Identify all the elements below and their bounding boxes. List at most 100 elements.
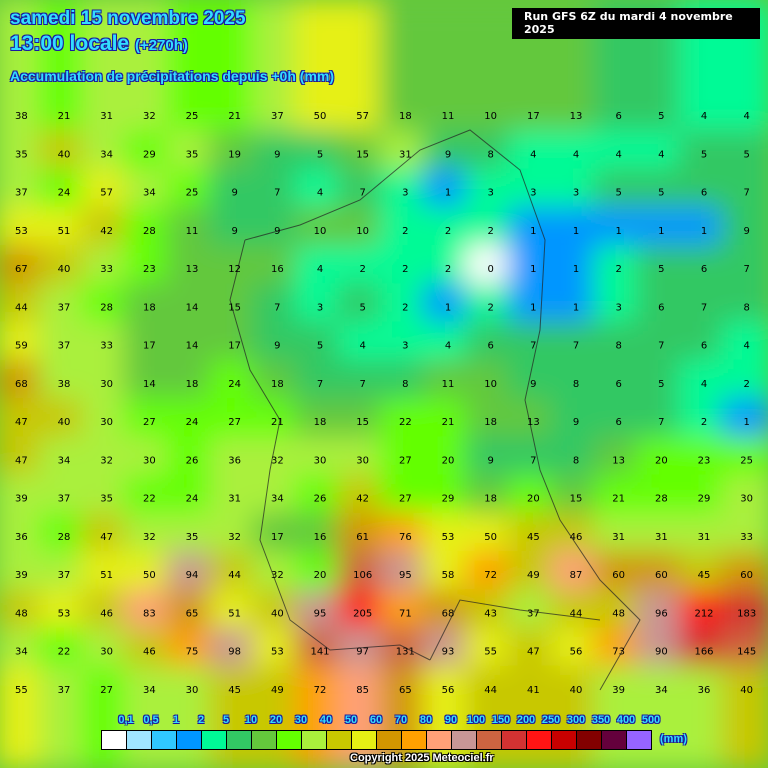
precip-cell — [593, 665, 644, 768]
precip-value: 5 — [701, 149, 707, 160]
precip-value: 5 — [317, 149, 323, 160]
precip-value: 35 — [186, 149, 199, 160]
precip-value: 60 — [655, 570, 668, 581]
precip-value: 37 — [15, 188, 28, 199]
precip-cell — [337, 665, 388, 768]
color-legend — [101, 730, 652, 750]
model-run-label: Run GFS 6Z du mardi 4 novembre 2025 — [512, 8, 760, 39]
precip-value: 33 — [100, 264, 113, 275]
precip-value: 95 — [314, 608, 327, 619]
precip-value: 9 — [487, 455, 493, 466]
precip-value: 6 — [615, 379, 621, 390]
precip-value: 53 — [271, 647, 284, 658]
legend-swatch — [627, 731, 651, 749]
precip-value: 8 — [615, 341, 621, 352]
precip-value: 33 — [740, 532, 753, 543]
precip-value: 35 — [100, 494, 113, 505]
precip-value: 7 — [359, 379, 365, 390]
precip-value: 32 — [143, 532, 156, 543]
precip-value: 5 — [658, 379, 664, 390]
precip-value: 51 — [100, 570, 113, 581]
precip-value: 46 — [143, 647, 156, 658]
precip-value: 98 — [228, 647, 241, 658]
precip-value: 38 — [58, 379, 71, 390]
precip-value: 1 — [530, 226, 536, 237]
precip-value: 36 — [15, 532, 28, 543]
precip-value: 61 — [356, 532, 369, 543]
precip-value: 28 — [58, 532, 71, 543]
precip-value: 18 — [484, 417, 497, 428]
precip-value: 30 — [186, 685, 199, 696]
precip-value: 25 — [186, 188, 199, 199]
legend-label: 40 — [319, 714, 333, 726]
precip-value: 9 — [274, 226, 280, 237]
precip-value: 46 — [100, 608, 113, 619]
precip-value: 2 — [487, 226, 493, 237]
precip-value: 72 — [314, 685, 327, 696]
precip-value: 40 — [740, 685, 753, 696]
precip-value: 37 — [271, 111, 284, 122]
precip-value: 8 — [402, 379, 408, 390]
precip-value: 26 — [314, 494, 327, 505]
precip-value: 145 — [737, 647, 756, 658]
precip-value: 2 — [359, 264, 365, 275]
precip-value: 39 — [15, 494, 28, 505]
precip-value: 20 — [314, 570, 327, 581]
precip-value: 13 — [527, 417, 540, 428]
precip-value: 37 — [58, 494, 71, 505]
legend-label: 1 — [172, 714, 180, 726]
precip-value: 58 — [442, 570, 455, 581]
precip-value: 1 — [573, 302, 579, 313]
precip-value: 93 — [442, 647, 455, 658]
precip-value: 37 — [58, 302, 71, 313]
precip-value: 40 — [58, 417, 71, 428]
precip-value: 50 — [143, 570, 156, 581]
precip-cell — [209, 665, 260, 768]
precip-value: 4 — [615, 149, 621, 160]
precip-value: 2 — [402, 302, 408, 313]
precip-value: 60 — [740, 570, 753, 581]
precip-value: 59 — [15, 341, 28, 352]
precip-value: 18 — [314, 417, 327, 428]
precip-value: 30 — [100, 647, 113, 658]
precip-value: 37 — [58, 685, 71, 696]
precip-value: 22 — [399, 417, 412, 428]
precip-value: 53 — [442, 532, 455, 543]
precip-value: 9 — [231, 226, 237, 237]
precip-value: 2 — [402, 226, 408, 237]
precip-value: 2 — [743, 379, 749, 390]
precip-value: 50 — [484, 532, 497, 543]
precip-cell — [294, 665, 346, 768]
precip-value: 45 — [698, 570, 711, 581]
precip-value: 9 — [231, 188, 237, 199]
precip-value: 15 — [356, 417, 369, 428]
precip-value: 9 — [573, 417, 579, 428]
precip-value: 29 — [698, 494, 711, 505]
legend-swatch — [102, 731, 127, 749]
precip-value: 75 — [186, 647, 199, 658]
legend-label: 50 — [344, 714, 358, 726]
precip-value: 30 — [740, 494, 753, 505]
precip-value: 13 — [570, 111, 583, 122]
precip-value: 11 — [442, 111, 455, 122]
precip-value: 7 — [274, 188, 280, 199]
precip-value: 24 — [186, 417, 199, 428]
precip-value: 34 — [58, 455, 71, 466]
precip-value: 32 — [143, 111, 156, 122]
precip-value: 34 — [655, 685, 668, 696]
legend-label: 100 — [466, 714, 486, 726]
precip-value: 7 — [573, 341, 579, 352]
precip-value: 37 — [527, 608, 540, 619]
precip-value: 1 — [615, 226, 621, 237]
precip-value: 18 — [399, 111, 412, 122]
legend-swatch — [227, 731, 252, 749]
precip-value: 94 — [186, 570, 199, 581]
precip-value: 22 — [58, 647, 71, 658]
precip-value: 5 — [615, 188, 621, 199]
precip-value: 20 — [527, 494, 540, 505]
precip-value: 25 — [740, 455, 753, 466]
precip-value: 48 — [612, 608, 625, 619]
precip-cell — [380, 0, 431, 139]
precip-value: 27 — [143, 417, 156, 428]
precip-value: 23 — [698, 455, 711, 466]
